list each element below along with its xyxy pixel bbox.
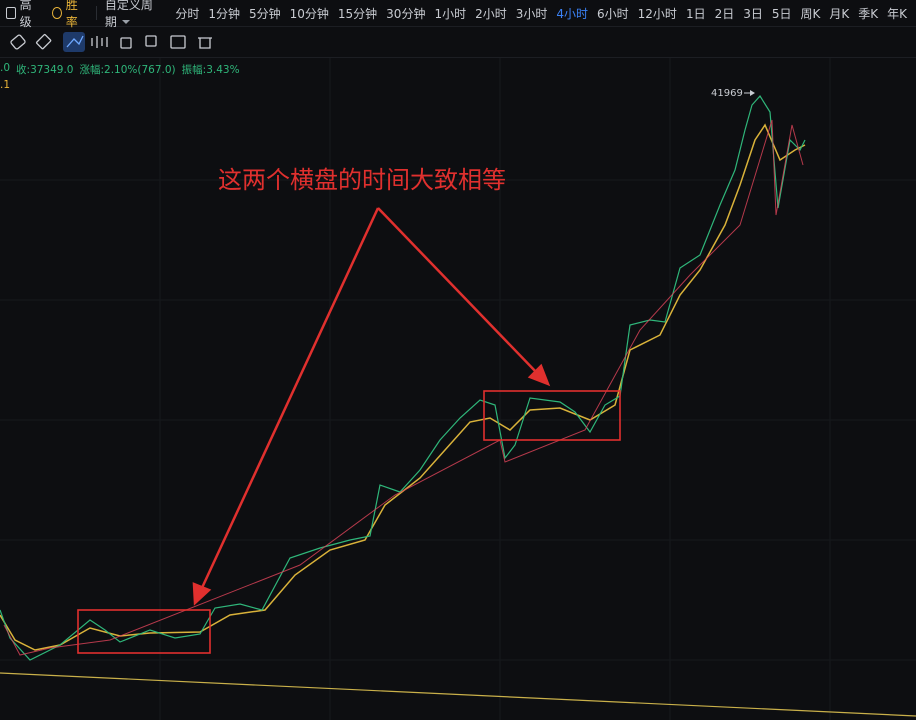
period-button[interactable]: 5分钟 [248,6,281,21]
period-button[interactable]: 4小时 [556,6,589,21]
tool-icon [66,35,84,48]
tool-icon[interactable] [120,37,132,49]
range-box [77,609,211,654]
period-button[interactable]: 季K [858,6,879,21]
period-button[interactable]: 月K [829,6,850,21]
period-list: 分时 1分钟 5分钟 10分钟 15分钟 30分钟 1小时 2小时 3小时 4小时 6小时 12小时 1… [175,5,916,22]
toolbar: 高级 胜率 自定义周期 分时 1分钟 5分钟 10分钟 15分钟 30分钟 1小时 2小时 3小… [0,0,916,30]
grid [0,58,916,720]
arrows [192,207,551,606]
period-button[interactable]: 6小时 [597,6,629,21]
period-button[interactable]: 10分钟 [289,6,329,21]
tool-icon[interactable] [198,37,212,49]
period-button[interactable]: 3小时 [515,6,548,21]
annotation: 这两个横盘的时间大致相等 [218,166,506,194]
period-button[interactable]: 年K [887,6,907,21]
period-button[interactable]: 2日 [714,6,735,21]
period-button[interactable]: 2小时 [475,6,507,21]
range-box [483,390,621,441]
period-button[interactable]: 3日 [743,6,763,21]
tool-icon[interactable] [91,36,108,48]
period-button[interactable]: 1分钟 [208,6,240,21]
period-button[interactable]: 30分钟 [386,6,426,21]
long-ma [0,672,916,717]
drawing-tools [0,27,916,58]
advanced-button[interactable]: 高级 [6,0,38,30]
info-item: .0 [0,62,11,74]
tool-icon[interactable] [170,35,186,49]
period-button[interactable]: 分时 [175,6,200,21]
tool-icons [10,32,212,52]
period-button[interactable]: 15分钟 [337,6,378,21]
info-item: 涨幅:2.10%(767.0) [79,64,176,76]
advanced-label: 高级 [19,0,32,29]
info-row: .0 收:37349.0 涨幅:2.10%(767.0) 振幅:3.43% [0,62,246,77]
winrate-button[interactable]: 胜率 [52,0,84,30]
custom-period[interactable]: 自定义周期 [105,0,163,30]
winrate-label: 胜率 [65,0,78,29]
price-line-down [3,119,804,656]
tool-icon-active[interactable] [63,32,85,52]
info-item: 振幅:3.43% [181,64,240,76]
high-label: 41969 [711,88,743,99]
period-button[interactable]: 1小时 [434,6,467,21]
price-line [0,95,806,661]
period-button[interactable]: 周K [800,6,821,21]
tool-icon[interactable] [145,35,157,47]
period-button[interactable]: 5日 [771,6,792,21]
tool-icon[interactable] [10,34,26,50]
tool-icon[interactable] [35,33,52,50]
high-arrow-head [750,90,755,96]
period-button[interactable]: 1日 [685,6,706,21]
info-item: 收:37349.0 [16,64,74,76]
period-button[interactable]: 12小时 [637,6,677,21]
ma-line [0,123,806,651]
ma-row: .1 [0,79,11,91]
